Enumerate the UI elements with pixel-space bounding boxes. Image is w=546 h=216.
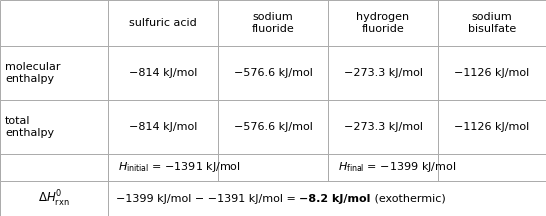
Text: −576.6 kJ/mol: −576.6 kJ/mol (234, 122, 312, 132)
Text: −8.2 kJ/mol: −8.2 kJ/mol (299, 194, 371, 203)
Text: sodium
fluoride: sodium fluoride (252, 12, 294, 34)
Text: hydrogen
fluoride: hydrogen fluoride (357, 12, 410, 34)
Text: $\Delta\it{H}^{0}_{\rm{rxn}}$: $\Delta\it{H}^{0}_{\rm{rxn}}$ (38, 188, 70, 209)
Text: −814 kJ/mol: −814 kJ/mol (129, 68, 197, 78)
Text: sulfuric acid: sulfuric acid (129, 18, 197, 28)
Text: −1399 kJ/mol − −1391 kJ/mol =: −1399 kJ/mol − −1391 kJ/mol = (116, 194, 299, 203)
Text: molecular
enthalpy: molecular enthalpy (5, 62, 61, 84)
Text: −1126 kJ/mol: −1126 kJ/mol (454, 68, 530, 78)
Text: $\it{H}_{\rm{initial}}$ = −1391 kJ/mol: $\it{H}_{\rm{initial}}$ = −1391 kJ/mol (118, 160, 241, 175)
Text: −576.6 kJ/mol: −576.6 kJ/mol (234, 68, 312, 78)
Text: $\it{H}_{\rm{final}}$ = −1399 kJ/mol: $\it{H}_{\rm{final}}$ = −1399 kJ/mol (338, 160, 456, 175)
Text: −814 kJ/mol: −814 kJ/mol (129, 122, 197, 132)
Text: (exothermic): (exothermic) (371, 194, 446, 203)
Text: −273.3 kJ/mol: −273.3 kJ/mol (343, 68, 423, 78)
Text: sodium
bisulfate: sodium bisulfate (468, 12, 516, 34)
Text: total
enthalpy: total enthalpy (5, 116, 54, 138)
Text: −1126 kJ/mol: −1126 kJ/mol (454, 122, 530, 132)
Text: −273.3 kJ/mol: −273.3 kJ/mol (343, 122, 423, 132)
